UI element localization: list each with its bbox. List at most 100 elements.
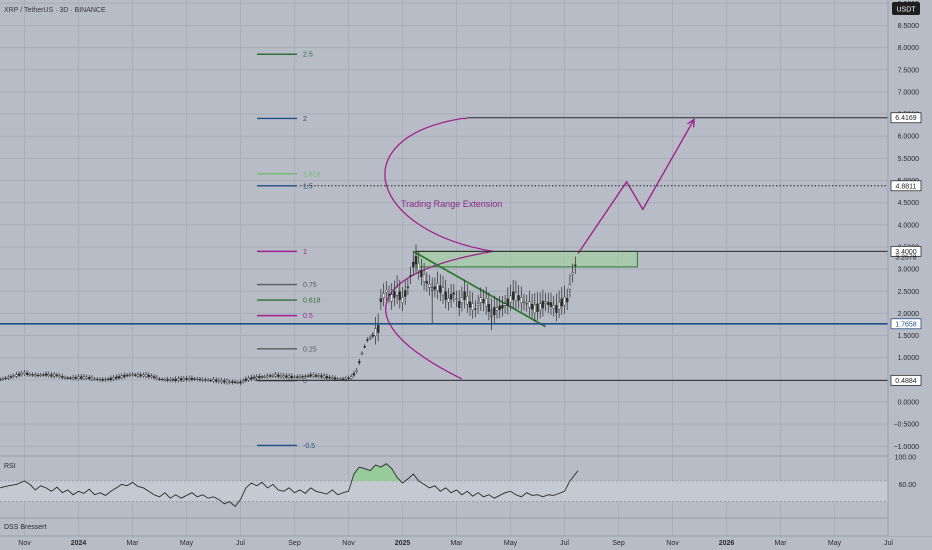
candle-body <box>187 377 191 380</box>
candle-body <box>93 378 96 380</box>
candle-body <box>285 375 288 378</box>
candle-body <box>422 274 426 282</box>
rsi-tick-label: 100.00 <box>895 454 917 461</box>
candle-body <box>36 374 40 377</box>
candle-body <box>166 379 169 381</box>
candle-body <box>514 292 518 301</box>
currency-button-bg[interactable] <box>892 2 920 15</box>
candle-body <box>9 376 13 378</box>
candle-body <box>336 378 339 380</box>
time-tick-label: Nov <box>342 540 355 547</box>
candle-body <box>82 376 86 379</box>
candle-body <box>468 301 472 308</box>
rsi-pane-title: RSI <box>4 463 16 470</box>
candle-body <box>447 297 450 303</box>
candle-body <box>363 346 366 348</box>
candle-body <box>520 297 523 304</box>
candle-body <box>277 374 280 377</box>
fib-level-label: -0.5 <box>303 443 315 450</box>
candle-body <box>503 303 507 306</box>
candle-body <box>90 377 94 380</box>
price-tick-label: −0.5000 <box>894 422 920 429</box>
candle-body <box>352 373 356 376</box>
candle-body <box>317 375 320 377</box>
candle-body <box>217 379 221 382</box>
candle-body <box>117 376 121 379</box>
candle-body <box>495 307 499 311</box>
candle-body <box>193 378 196 380</box>
candle-body <box>271 375 275 377</box>
projection-arrow-head <box>687 117 695 128</box>
time-tick-label: May <box>828 540 842 547</box>
price-badge-label: 4.8811 <box>896 183 917 190</box>
candle-body <box>530 304 534 310</box>
candle-body <box>17 373 21 376</box>
trading-range-annotation: Trading Range Extension <box>401 199 502 209</box>
candle-body <box>287 375 291 378</box>
candle-body <box>406 286 410 288</box>
candle-body <box>571 272 574 275</box>
candle-body <box>177 378 180 381</box>
price-badge-bg <box>890 374 922 386</box>
price-tick-label: 3.0000 <box>898 267 920 274</box>
candle-body <box>568 284 572 290</box>
candle-body <box>258 376 261 379</box>
candle-body <box>223 380 226 383</box>
candle-body <box>566 298 569 303</box>
candle-body <box>487 303 491 312</box>
candle-body <box>274 374 277 377</box>
candle-body <box>12 375 15 377</box>
candle-body <box>190 377 194 380</box>
candle-body <box>485 298 488 307</box>
candle-body <box>47 374 50 376</box>
candle-body <box>304 375 307 378</box>
candle-body <box>420 270 423 278</box>
candle-body <box>368 337 372 339</box>
candle-body <box>58 375 61 377</box>
candle-body <box>23 372 26 375</box>
candle-body <box>79 376 83 379</box>
candle-body <box>7 376 10 379</box>
candle-body <box>328 376 331 379</box>
rsi-band <box>0 480 888 502</box>
candle-body <box>366 339 369 341</box>
candle-body <box>115 376 118 379</box>
candle-body <box>439 285 442 293</box>
currency-button[interactable]: USDT <box>896 7 916 14</box>
price-tick-label: 7.5000 <box>898 67 920 74</box>
price-tick-label: 1.0000 <box>898 355 920 362</box>
candle-body <box>244 378 248 381</box>
candle-body <box>374 328 377 337</box>
candle-body <box>263 376 266 378</box>
candle-body <box>34 374 37 376</box>
symbol-title[interactable]: XRP / TetherUS · 3D · BINANCE <box>4 7 106 14</box>
candle-body <box>209 379 213 382</box>
candle-body <box>250 377 253 380</box>
fib-level-label: 2 <box>303 116 307 123</box>
candle-body <box>306 375 310 377</box>
candle-body <box>541 300 545 309</box>
candle-body <box>409 275 412 277</box>
candle-body <box>220 380 223 383</box>
candle-body <box>147 374 150 377</box>
candle-body <box>395 287 399 296</box>
fib-level-label: 0.618 <box>303 298 321 305</box>
rsi-line <box>0 463 579 508</box>
candle-body <box>171 379 175 381</box>
candle-body <box>26 372 29 375</box>
candle-body <box>106 378 110 380</box>
time-tick-label: Nov <box>666 540 679 547</box>
candle-body <box>455 298 458 300</box>
candle-body <box>204 379 207 381</box>
candle-body <box>152 376 156 379</box>
candle-body <box>158 378 161 380</box>
candle-body <box>144 374 148 377</box>
candle-body <box>379 298 383 302</box>
candle-body <box>293 376 296 378</box>
candle-body <box>314 375 318 377</box>
candle-body <box>185 378 188 380</box>
candle-body <box>482 299 485 304</box>
candle-body <box>255 376 258 379</box>
fib-level-label: 0.25 <box>303 346 317 353</box>
candle-body <box>1 378 5 380</box>
